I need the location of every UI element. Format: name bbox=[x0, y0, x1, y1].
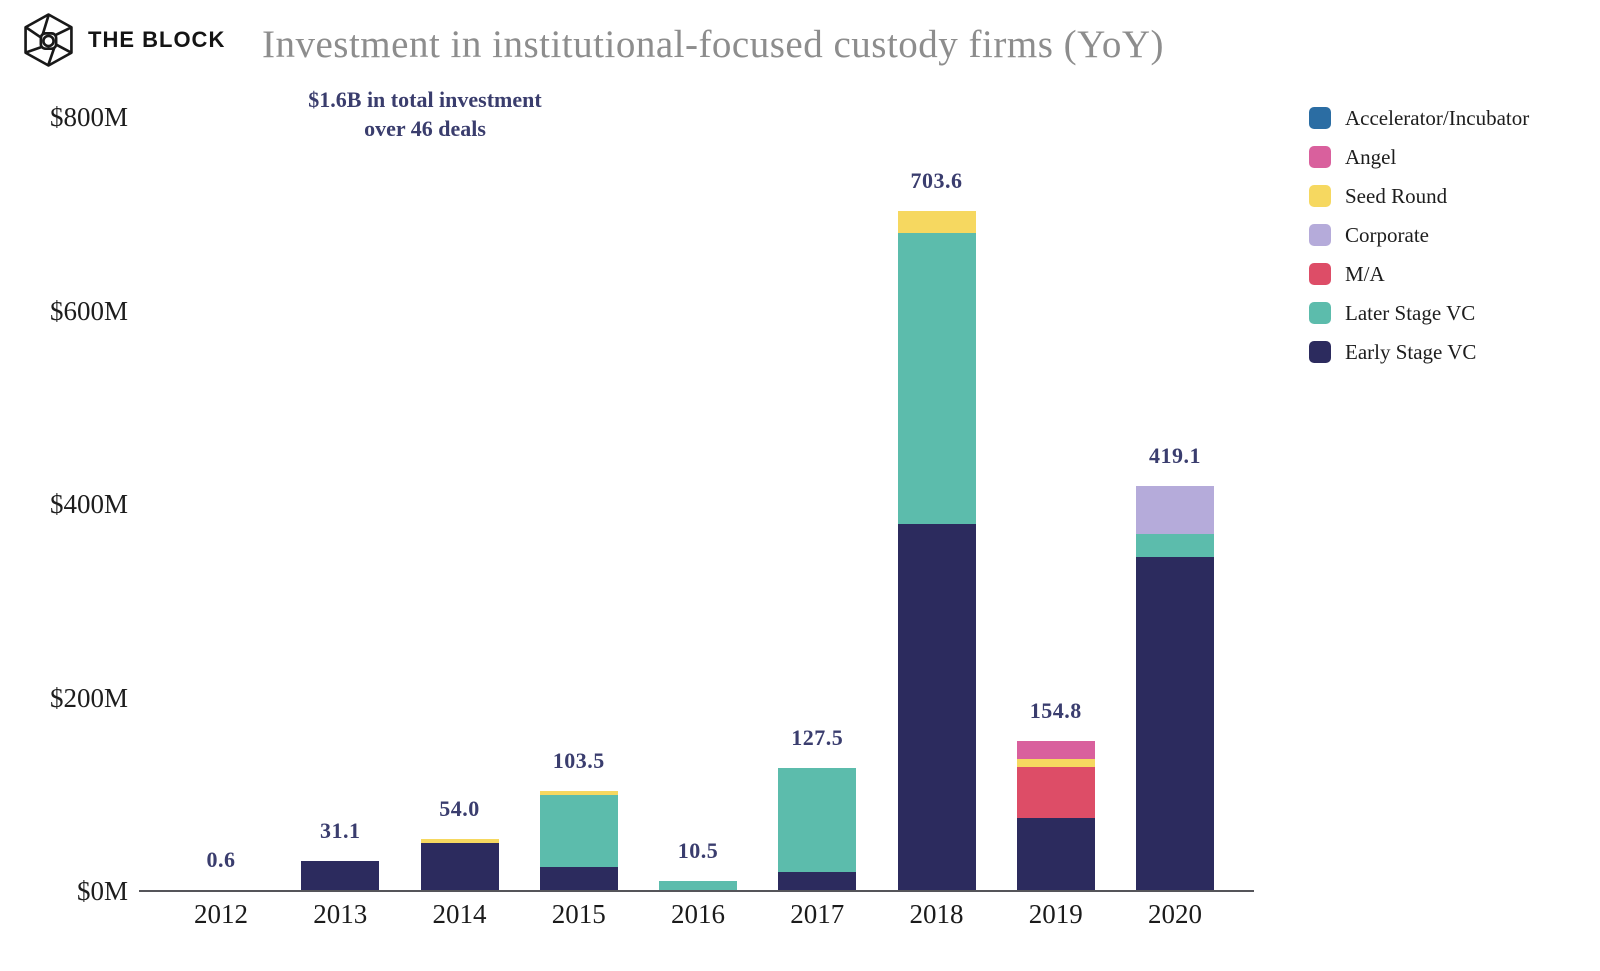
bar-segment-later-stage-vc-2015[interactable] bbox=[539, 794, 618, 868]
chart-subtitle-line1: $1.6B in total investment bbox=[308, 87, 542, 112]
brand-name: THE BLOCK bbox=[88, 27, 226, 52]
legend-label-accelerator-incubator: Accelerator/Incubator bbox=[1345, 105, 1530, 130]
x-axis-tick-label-2017: 2017 bbox=[790, 899, 845, 929]
bar-segment-early-stage-vc-2019[interactable] bbox=[1016, 818, 1095, 891]
chart-title: Investment in institutional-focused cust… bbox=[262, 23, 1165, 66]
legend-swatch-corporate bbox=[1309, 224, 1331, 246]
bar-segment-later-stage-vc-2020[interactable] bbox=[1136, 534, 1214, 558]
legend-item-seed-round[interactable]: Seed Round bbox=[1309, 183, 1529, 208]
bar-segment-early-stage-vc-2013[interactable] bbox=[301, 860, 380, 891]
bar-segment-early-stage-vc-2020[interactable] bbox=[1136, 557, 1214, 891]
legend-swatch-angel bbox=[1309, 146, 1331, 168]
legend-swatch-later-stage-vc bbox=[1309, 302, 1331, 324]
legend-item-m-a[interactable]: M/A bbox=[1309, 261, 1529, 286]
bar-segment-later-stage-vc-2018[interactable] bbox=[897, 233, 976, 524]
x-axis-tick-label-2018: 2018 bbox=[909, 899, 964, 929]
y-axis-tick-label-200m: $200M bbox=[49, 682, 128, 713]
legend-item-accelerator-incubator[interactable]: Accelerator/Incubator bbox=[1309, 105, 1530, 130]
brand-logo: THE BLOCK bbox=[24, 13, 225, 67]
x-axis-tick-label-2019: 2019 bbox=[1028, 899, 1083, 929]
legend-label-seed-round: Seed Round bbox=[1345, 183, 1448, 208]
legend-swatch-seed-round bbox=[1309, 185, 1331, 207]
x-axis-tick-label-2012: 2012 bbox=[194, 899, 248, 929]
y-axis-tick-label-600m: $600M bbox=[49, 295, 128, 326]
bar-segment-later-stage-vc-2016[interactable] bbox=[659, 880, 737, 891]
bar-segment-early-stage-vc-2018[interactable] bbox=[897, 523, 976, 891]
legend-item-corporate[interactable]: Corporate bbox=[1309, 222, 1529, 247]
legend-item-angel[interactable]: Angel bbox=[1309, 144, 1529, 169]
legend-label-m-a: M/A bbox=[1345, 261, 1385, 286]
bar-total-label-2020: 419.1 bbox=[1149, 442, 1201, 468]
bar-total-label-2017: 127.5 bbox=[791, 724, 844, 750]
x-axis-tick-label-2015: 2015 bbox=[551, 899, 606, 929]
legend-label-corporate: Corporate bbox=[1345, 222, 1429, 247]
bar-total-label-2016: 10.5 bbox=[677, 837, 719, 863]
bar-segment-angel-2019[interactable] bbox=[1016, 741, 1095, 759]
x-axis-tick-label-2014: 2014 bbox=[432, 899, 487, 929]
legend: Accelerator/Incubator Angel Seed Round Corp… bbox=[1309, 105, 1530, 380]
bar-total-label-2013: 31.1 bbox=[320, 817, 361, 843]
bar-segment-early-stage-vc-2015[interactable] bbox=[539, 867, 618, 891]
y-axis-tick-label-800m: $800M bbox=[49, 102, 128, 133]
bar-segment-seed-round-2019[interactable] bbox=[1016, 758, 1095, 767]
legend-label-angel: Angel bbox=[1345, 144, 1397, 169]
legend-item-later-stage-vc[interactable]: Later Stage VC bbox=[1309, 300, 1529, 325]
the-block-cube-icon bbox=[24, 13, 73, 67]
bar-total-label-2015: 103.5 bbox=[552, 747, 605, 773]
bar-total-label-2019: 154.8 bbox=[1029, 698, 1082, 724]
x-axis-tick-label-2013: 2013 bbox=[313, 899, 368, 929]
legend-label-early-stage-vc: Early Stage VC bbox=[1345, 339, 1477, 364]
bar-segment-seed-round-2015[interactable] bbox=[539, 790, 618, 795]
x-axis-tick-label-2020: 2020 bbox=[1148, 899, 1202, 929]
legend-label-later-stage-vc: Later Stage VC bbox=[1345, 300, 1476, 325]
bar-total-label-2014: 54.0 bbox=[439, 795, 480, 821]
bar-segment-m-a-2019[interactable] bbox=[1016, 766, 1095, 819]
chart-subtitle: $1.6B in total investment over 46 deals bbox=[275, 85, 575, 143]
chart-subtitle-line2: over 46 deals bbox=[364, 116, 486, 141]
bar-total-label-2018: 703.6 bbox=[910, 167, 963, 193]
bar-total-label-2012: 0.6 bbox=[206, 847, 236, 873]
legend-swatch-accelerator-incubator bbox=[1309, 107, 1331, 129]
bar-segment-seed-round-2018[interactable] bbox=[897, 210, 976, 234]
bar-segment-corporate-2020[interactable] bbox=[1136, 485, 1214, 535]
legend-swatch-early-stage-vc bbox=[1309, 341, 1331, 363]
y-axis-tick-label-400m: $400M bbox=[49, 489, 128, 520]
legend-swatch-m-a bbox=[1309, 263, 1331, 285]
bar-segment-early-stage-vc-2017[interactable] bbox=[778, 871, 857, 891]
x-axis-line bbox=[139, 890, 1254, 892]
bar-segment-early-stage-vc-2014[interactable] bbox=[420, 842, 499, 891]
legend-item-early-stage-vc[interactable]: Early Stage VC bbox=[1309, 339, 1529, 364]
y-axis-tick-label-0m: $0M bbox=[76, 876, 128, 906]
bar-segment-seed-round-2014[interactable] bbox=[420, 838, 499, 843]
bar-segment-later-stage-vc-2017[interactable] bbox=[778, 767, 857, 872]
x-axis-tick-label-2016: 2016 bbox=[671, 899, 725, 929]
